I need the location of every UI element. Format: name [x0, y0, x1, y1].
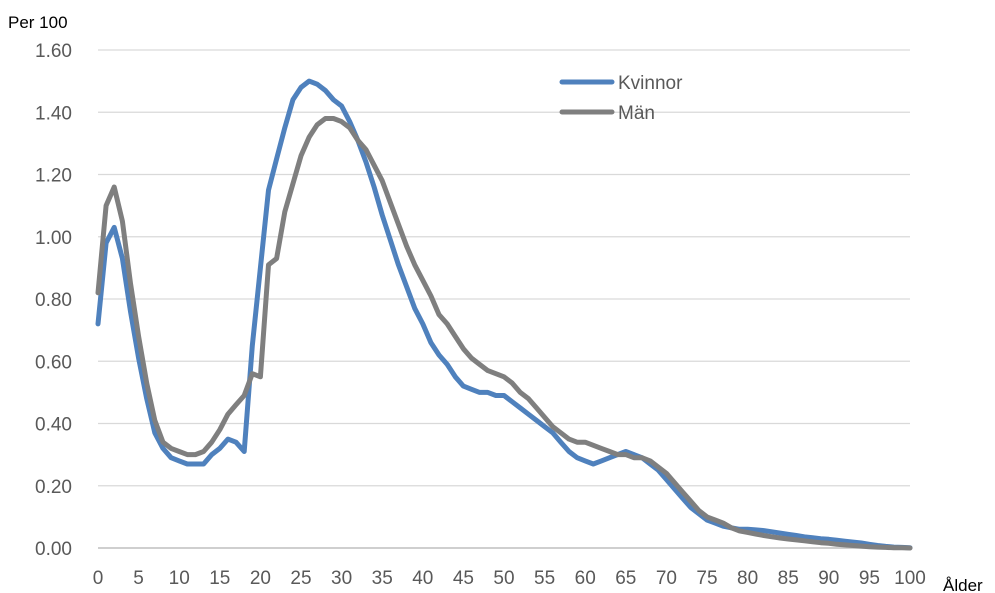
x-tick-label: 10	[169, 568, 190, 589]
legend-label: Kvinnor	[618, 73, 683, 94]
series-lines	[95, 78, 913, 551]
x-tick-label: 70	[656, 568, 677, 589]
y-tick-label: 0.60	[35, 352, 72, 373]
x-tick-label: 20	[250, 568, 271, 589]
x-tick-label: 45	[453, 568, 474, 589]
x-tick-label: 0	[93, 568, 104, 589]
y-tick-label: 1.40	[35, 103, 72, 124]
y-axis-ticks: 0.00 0.20 0.40 0.60 0.80 1.00 1.20 1.40 1.60	[35, 41, 72, 560]
x-tick-label: 100	[894, 568, 926, 589]
y-tick-label: 0.80	[35, 290, 72, 311]
series-line-man	[95, 116, 913, 551]
x-tick-label: 90	[818, 568, 839, 589]
y-tick-label: 1.00	[35, 228, 72, 249]
gridlines	[98, 49, 910, 487]
x-tick-label: 5	[133, 568, 144, 589]
x-tick-label: 25	[290, 568, 311, 589]
y-tick-label: 0.20	[35, 477, 72, 498]
series-line-kvinnor	[95, 78, 913, 551]
y-tick-label: 1.20	[35, 166, 72, 187]
y-axis-label: Per 100	[8, 13, 68, 32]
y-tick-label: 0.00	[35, 539, 72, 560]
x-tick-label: 85	[778, 568, 799, 589]
x-tick-label: 55	[534, 568, 555, 589]
legend-label: Män	[618, 103, 655, 124]
x-tick-label: 75	[696, 568, 717, 589]
x-tick-label: 65	[615, 568, 636, 589]
x-axis-ticks: 0 5 10 15 20 25 30 35 40 45 50 55 60 65 70 75 80 85 90 95 10…	[93, 568, 926, 589]
x-axis-label: Ålder	[943, 576, 983, 593]
x-tick-label: 60	[575, 568, 596, 589]
x-tick-label: 50	[493, 568, 514, 589]
x-tick-label: 15	[209, 568, 230, 589]
x-tick-label: 95	[859, 568, 880, 589]
x-tick-label: 30	[331, 568, 352, 589]
x-tick-label: 40	[412, 568, 433, 589]
x-tick-label: 35	[372, 568, 393, 589]
y-tick-label: 1.60	[35, 41, 72, 62]
y-tick-label: 0.40	[35, 415, 72, 436]
legend: Kvinnor Män	[559, 73, 683, 124]
x-tick-label: 80	[737, 568, 758, 589]
